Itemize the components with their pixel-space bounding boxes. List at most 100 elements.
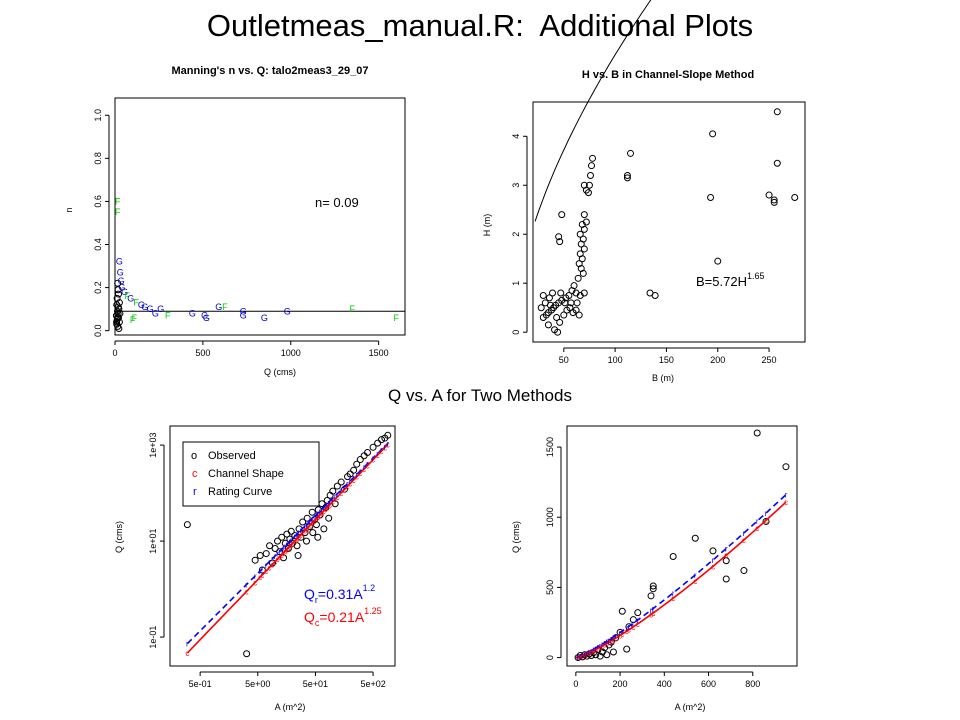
channel-point: c: [596, 644, 600, 653]
y-tick-label: 1000: [545, 507, 555, 527]
labeled-point: F: [125, 291, 131, 301]
x-tick-label: 0: [112, 348, 117, 358]
channel-point: c: [276, 555, 280, 564]
rating-point: r: [294, 532, 297, 541]
x-tick-label: 100: [608, 355, 623, 365]
channel-point: c: [784, 498, 788, 507]
channel-point: c: [290, 540, 294, 549]
rating-point: r: [608, 636, 611, 645]
data-point: [585, 181, 593, 189]
rating-point: r: [372, 454, 375, 463]
channel-point: c: [282, 549, 286, 558]
legend-symbol-rating: r: [193, 486, 197, 498]
observation-circle: [115, 290, 123, 298]
channel-point: c: [578, 652, 582, 661]
observed-point: [353, 460, 361, 468]
observed-point: [634, 609, 642, 617]
observed-point: [618, 607, 626, 615]
observed-point: [274, 537, 282, 545]
channel-point: c: [618, 631, 622, 640]
rating-point: r: [592, 645, 595, 654]
data-point: [537, 304, 545, 312]
observed-point: [722, 575, 730, 583]
x-tick-label: 400: [657, 679, 672, 689]
channel-point: c: [620, 630, 624, 639]
n-annotation: n= 0.09: [315, 195, 359, 210]
data-point: [539, 291, 547, 299]
legend-symbol-observed: o: [191, 450, 197, 462]
labeled-point: F: [115, 207, 121, 217]
channel-point: c: [625, 627, 629, 636]
data-point: [560, 311, 568, 319]
data-point: [623, 171, 631, 179]
rating-fit-line: [186, 442, 389, 645]
observation-circle: [114, 279, 122, 287]
rating-point: r: [268, 557, 271, 566]
rating-point: r: [291, 535, 294, 544]
legend-label-observed: Observed: [208, 450, 256, 462]
channel-point: c: [333, 495, 337, 504]
channel-point: c: [285, 545, 289, 554]
y-axis-label: H (m): [482, 214, 492, 237]
channel-fit-line: [186, 443, 389, 654]
rating-point: r: [597, 643, 600, 652]
legend-label-channel: Channel Shape: [208, 468, 284, 480]
channel-point: c: [293, 537, 297, 546]
rating-point: r: [323, 503, 326, 512]
data-point: [574, 274, 582, 282]
labeled-point: G: [240, 311, 247, 321]
data-point: [580, 225, 588, 233]
plot-frame: [566, 425, 798, 667]
channel-point: c: [185, 649, 189, 658]
y-tick-label: 1e+03: [148, 432, 158, 457]
rating-point: r: [261, 565, 264, 574]
x-tick-label: 0: [573, 679, 578, 689]
labeled-point: F: [115, 196, 121, 206]
data-point: [586, 171, 594, 179]
channel-point: c: [264, 567, 268, 576]
y-axis-label: Q (cms): [114, 521, 124, 553]
labeled-point: F: [165, 311, 171, 321]
channel-point: c: [310, 519, 314, 528]
q-vs-a-linear-chart: A (m^2) Q (cms) 0 200 400 600 800 0 500 1000 150…: [511, 425, 798, 712]
observed-point: [243, 650, 251, 658]
data-point: [580, 289, 588, 297]
observed-point: [649, 585, 657, 593]
x-tick-label: 150: [659, 355, 674, 365]
labeled-point: F: [130, 315, 136, 325]
labeled-point: G: [118, 276, 125, 286]
channel-point: c: [335, 493, 339, 502]
data-point: [558, 211, 566, 219]
labeled-point: G: [201, 311, 208, 321]
observed-point: [762, 517, 770, 525]
rating-point: r: [614, 631, 617, 640]
observed-point: [649, 582, 657, 590]
channel-point: c: [271, 560, 275, 569]
x-tick-label: 800: [745, 679, 760, 689]
rating-point: r: [289, 537, 292, 546]
observed-point: [303, 537, 311, 545]
observed-point: [251, 556, 259, 564]
observed-point: [669, 553, 677, 561]
data-point: [555, 233, 563, 241]
channel-point: c: [576, 653, 580, 662]
observed-point: [369, 443, 377, 451]
channel-point: c: [288, 542, 292, 551]
channel-point: c: [318, 511, 322, 520]
rating-point: r: [628, 622, 631, 631]
rating-point: r: [349, 477, 352, 486]
x-tick-label: 500: [195, 348, 210, 358]
observed-point: [269, 559, 277, 567]
data-point: [651, 291, 659, 299]
data-point: [580, 211, 588, 219]
channel-point: c: [383, 443, 387, 452]
rating-point: r: [340, 486, 343, 495]
channel-point: c: [386, 440, 390, 449]
rating-point: r: [329, 497, 332, 506]
channel-point: c: [283, 547, 287, 556]
observed-point: [356, 456, 364, 464]
observed-point: [325, 514, 333, 522]
observed-point: [256, 552, 264, 560]
rating-point: r: [610, 634, 613, 643]
data-point: [556, 318, 564, 326]
